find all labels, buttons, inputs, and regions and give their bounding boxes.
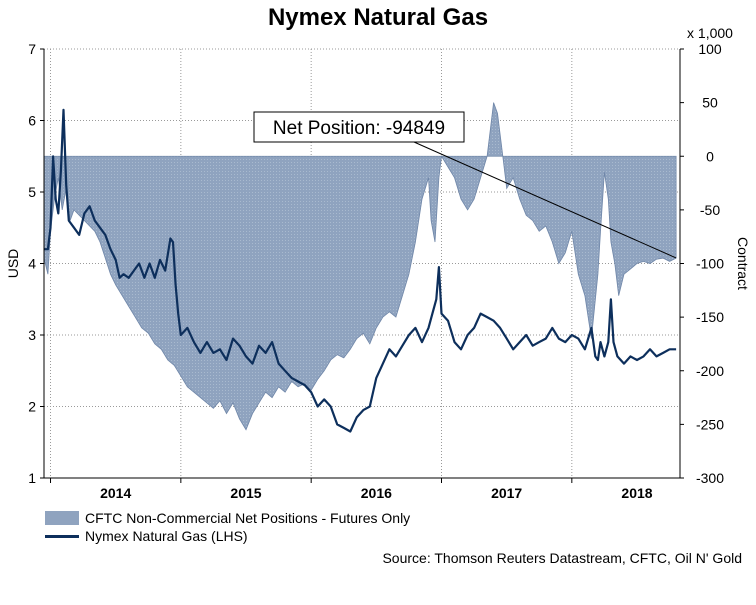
right-tick-label: 100 [698, 41, 722, 57]
chart-title: Nymex Natural Gas [267, 4, 489, 31]
annotation-text: Net Position: -94849 [273, 118, 445, 139]
x-tick-label: 2018 [621, 485, 652, 501]
annotation-layer: Net Position: -94849 [253, 111, 677, 259]
legend-area-swatch [45, 511, 79, 525]
left-tick-label: 6 [28, 113, 36, 129]
source-note: Source: Thomson Reuters Datastream, CFTC… [382, 550, 742, 566]
right-tick-label: 50 [702, 95, 718, 111]
right-tick-label: -200 [696, 363, 724, 379]
annotation-leader-line [413, 141, 677, 259]
right-tick-label: -50 [700, 202, 720, 218]
left-tick-label: 4 [28, 256, 36, 272]
right-tick-label: 0 [706, 148, 714, 164]
price-line [44, 108, 677, 433]
y-axis-right-title: Contract [735, 237, 751, 290]
legend-line-swatch [45, 534, 79, 538]
left-tick-label: 7 [28, 41, 36, 57]
right-tick-label: -300 [696, 470, 724, 486]
x-tick-label: 2014 [100, 485, 131, 501]
right-tick-label: -250 [696, 416, 724, 432]
net-positions-area-layer [43, 102, 677, 431]
right-tick-label: -150 [696, 309, 724, 325]
legend-item-area: CFTC Non-Commercial Net Positions - Futu… [45, 510, 410, 526]
left-tick-label: 2 [28, 399, 36, 415]
right-tick-label: -100 [696, 256, 724, 272]
x-tick-label: 2015 [230, 485, 261, 501]
x-tick-label: 2016 [361, 485, 392, 501]
legend-line-label: Nymex Natural Gas (LHS) [85, 528, 248, 544]
left-tick-label: 3 [28, 327, 36, 343]
price-line-layer [44, 108, 677, 433]
left-tick-label: 5 [28, 184, 36, 200]
y-axis-left-title: USD [5, 249, 21, 279]
legend-area-label: CFTC Non-Commercial Net Positions - Futu… [85, 510, 411, 526]
x-tick-label: 2017 [491, 485, 522, 501]
axes-layer: 1 2 3 4 5 6 7 100 50 0 -50 -100 -150 -200 -250 -300 2014… [5, 25, 751, 501]
net-positions-area [43, 102, 677, 431]
annotation-box [253, 111, 465, 143]
right-axis-multiplier: x 1,000 [687, 25, 733, 41]
legend-item-line: Nymex Natural Gas (LHS) [45, 528, 248, 544]
left-tick-label: 1 [28, 470, 36, 486]
